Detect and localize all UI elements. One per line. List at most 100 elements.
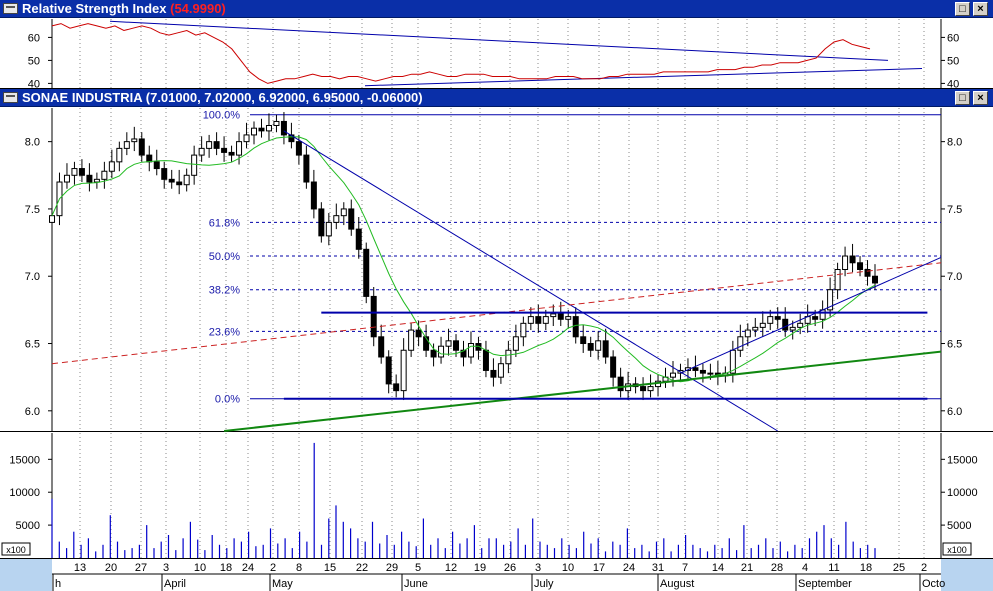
rsi-line (51, 23, 871, 84)
candle-up (759, 322, 766, 328)
candle-down (640, 386, 647, 392)
x-tick-label-day: 27 (135, 562, 147, 574)
candle-down (864, 269, 871, 277)
volume-y-tick-label-left: 10000 (9, 487, 40, 499)
candle-down (782, 318, 789, 331)
candle-down (602, 340, 609, 358)
candle-down (423, 336, 430, 351)
candle-down (812, 316, 819, 320)
candle-down (557, 313, 564, 320)
candle-down (161, 168, 168, 180)
candle-down (86, 174, 93, 183)
candle-up (744, 329, 751, 338)
candle-up (669, 372, 676, 378)
candle-down (221, 147, 228, 153)
candle-up (550, 313, 557, 318)
candle-down (348, 208, 355, 230)
candle-down (318, 208, 325, 237)
candle-down (258, 127, 265, 132)
candle-down (393, 383, 400, 392)
x-tick-label-month: April (164, 578, 186, 590)
fibonacci-level-label: 0.0% (215, 394, 240, 406)
candle-down (617, 376, 624, 392)
price-pane-background (0, 108, 993, 431)
volume-multiplier-label: x100 (947, 545, 967, 555)
candle-up (93, 178, 100, 183)
candle-up (123, 141, 130, 149)
rsi-title-text: Relative Strength Index (22, 1, 167, 16)
fibonacci-level-label: 38.2% (209, 285, 240, 297)
candle-down (430, 349, 437, 358)
x-tick-label-day: 22 (356, 562, 368, 574)
price-close-button[interactable]: × (973, 91, 988, 105)
price-y-tick-label-left: 8.0 (25, 137, 40, 149)
candle-down (415, 329, 422, 338)
candle-up (333, 215, 340, 223)
x-axis-left-corner (0, 559, 52, 591)
x-tick-label-day: 28 (771, 562, 783, 574)
candle-up (183, 174, 190, 186)
pane-menu-icon[interactable] (3, 3, 18, 14)
candle-down (295, 141, 302, 156)
support-line (223, 350, 942, 432)
x-tick-label-day: 12 (445, 562, 457, 574)
fibonacci-level-label: 50.0% (209, 251, 240, 263)
candle-down (280, 120, 287, 136)
candle-up (273, 120, 280, 126)
price-pane-titlebar[interactable]: SONAE INDUSTRIA (7.01000, 7.02000, 6.920… (0, 89, 993, 107)
x-tick-label-day: 24 (242, 562, 254, 574)
price-y-tick-label-left: 7.0 (25, 271, 40, 283)
candle-up (243, 134, 250, 143)
candle-down (153, 161, 160, 170)
candle-up (737, 336, 744, 351)
rsi-close-button[interactable]: × (973, 2, 988, 16)
candle-up (116, 147, 123, 163)
candle-down (460, 349, 467, 358)
x-tick-label-day: 14 (712, 562, 724, 574)
candle-down (146, 154, 153, 163)
x-tick-label-month: May (272, 578, 293, 590)
volume-y-tick-label-right: 5000 (947, 520, 971, 532)
candle-up (101, 170, 108, 180)
x-tick-label-day: 3 (163, 562, 169, 574)
candle-down (774, 316, 781, 320)
x-tick-label-day: 26 (504, 562, 516, 574)
candle-down (535, 316, 542, 324)
rsi-y-tick-label-right: 60 (947, 32, 959, 44)
rsi-lower-trend-line (364, 67, 923, 87)
rsi-y-tick-label-left: 60 (28, 32, 40, 44)
price-restore-button[interactable]: □ (955, 91, 970, 105)
candle-down (78, 168, 85, 176)
candle-up (438, 345, 445, 358)
x-tick-label-month: June (404, 578, 428, 590)
x-tick-label-day: 10 (194, 562, 206, 574)
candle-up (265, 124, 272, 132)
candle-down (176, 181, 183, 186)
price-y-tick-label-right: 6.5 (947, 339, 962, 351)
rsi-restore-button[interactable]: □ (955, 2, 970, 16)
x-tick-label-day: 15 (324, 562, 336, 574)
candle-down (213, 141, 220, 149)
x-tick-label-day: 17 (593, 562, 605, 574)
ohlc-values: (7.01000, 7.02000, 6.92000, 6.95000, -0.… (145, 90, 423, 105)
pane-menu-icon[interactable] (3, 92, 18, 103)
x-tick-label-day: 19 (474, 562, 486, 574)
rsi-upper-trend-line (109, 20, 889, 61)
volume-y-tick-label-left: 5000 (16, 520, 40, 532)
x-tick-label-day: 21 (741, 562, 753, 574)
rsi-y-tick-label-left: 40 (28, 78, 40, 90)
rsi-pane-titlebar[interactable]: Relative Strength Index (54.9990) □ × (0, 0, 993, 18)
candle-up (236, 141, 243, 156)
candle-up (520, 322, 527, 338)
candle-up (827, 289, 834, 311)
candle-up (797, 322, 804, 328)
volume-multiplier-box (1, 542, 31, 556)
candle-up (527, 316, 534, 324)
volume-multiplier-box (942, 542, 972, 556)
candle-up (131, 138, 138, 143)
candle-down (490, 369, 497, 378)
instrument-name: SONAE INDUSTRIA (22, 90, 143, 105)
candle-down (385, 356, 392, 385)
candle-down (849, 255, 856, 264)
candle-up (325, 221, 332, 237)
